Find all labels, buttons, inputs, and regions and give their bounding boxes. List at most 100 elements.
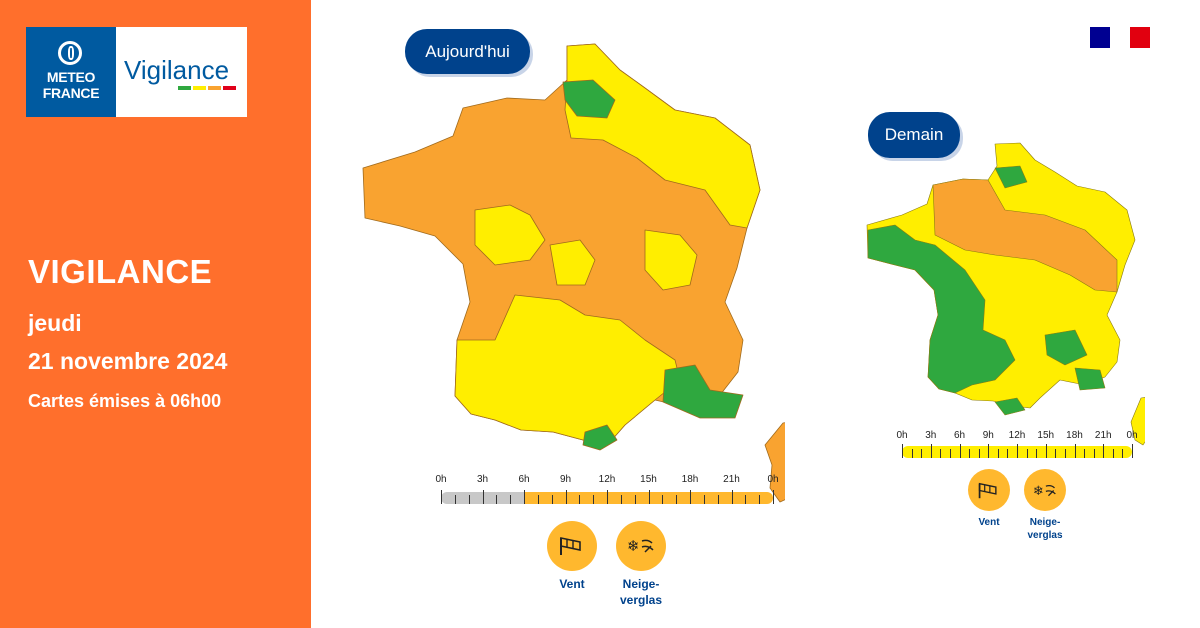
timeline-hour-tick bbox=[745, 495, 747, 504]
tomorrow-corsica bbox=[1130, 397, 1145, 446]
logo-line-2: FRANCE bbox=[42, 85, 100, 101]
today-centre-yellow-zone bbox=[549, 239, 596, 286]
timeline-hour-tick bbox=[468, 495, 470, 504]
today-label: Aujourd'hui bbox=[405, 29, 530, 74]
flag-red bbox=[1130, 27, 1150, 48]
timeline-hour-tick bbox=[1103, 444, 1105, 458]
tomorrow-hazard-snow-ice-label: Neige-verglas bbox=[1027, 517, 1063, 541]
timeline-hour-label: 18h bbox=[1066, 430, 1083, 441]
republique-francaise-flag bbox=[1090, 27, 1150, 48]
timeline-hour-tick bbox=[551, 495, 553, 504]
timeline-hour-label: 3h bbox=[925, 430, 937, 441]
tomorrow-north-orange-zone bbox=[932, 178, 1118, 293]
today-timeline-hours: 0h 3h 6h 9h 12h 15h 18h 21h 0h bbox=[435, 474, 778, 488]
day-label: jeudi bbox=[28, 310, 82, 336]
timeline-hour-tick bbox=[911, 449, 913, 458]
timeline-hour-tick bbox=[510, 495, 512, 504]
timeline-hour-label: 12h bbox=[1008, 430, 1026, 441]
timeline-hour-tick bbox=[1112, 449, 1114, 458]
timeline-hour-tick bbox=[565, 490, 567, 504]
timeline-hour-tick bbox=[930, 444, 932, 458]
timeline-hour-label: 6h bbox=[953, 430, 966, 441]
tomorrow-timeline: 0h 3h 6h 9h 12h 15h 18h 21h 0h bbox=[896, 430, 1138, 462]
timeline-hour-label: 15h bbox=[1037, 430, 1055, 441]
today-hazard-wind-label: Vent bbox=[559, 577, 585, 591]
date-label: 21 novembre 2024 bbox=[28, 348, 228, 374]
timeline-hour-label: 9h bbox=[982, 430, 994, 441]
today-timeline: 0h 3h 6h 9h 12h 15h 18h 21h 0h bbox=[435, 474, 779, 508]
timeline-hour-tick bbox=[969, 449, 971, 458]
timeline-hour-tick bbox=[978, 449, 980, 458]
timeline-hour-label: 0h bbox=[896, 430, 908, 441]
timeline-hour-label: 15h bbox=[640, 474, 657, 485]
tomorrow-west-green-zone bbox=[867, 224, 1016, 394]
today-east-yellow-zone bbox=[644, 229, 698, 291]
logo-bar-red bbox=[223, 86, 236, 90]
svg-text:❄: ❄ bbox=[1033, 483, 1044, 498]
timeline-hour-tick bbox=[593, 495, 595, 504]
timeline-hour-label: 0h bbox=[435, 474, 447, 485]
tomorrow-hazard-snow-ice: ❄ Neige-verglas bbox=[1018, 469, 1072, 542]
timeline-hour-label: 21h bbox=[723, 474, 740, 485]
tomorrow-label: Demain bbox=[868, 112, 960, 158]
timeline-hour-tick bbox=[731, 490, 733, 504]
timeline-hour-label: 0h bbox=[1126, 430, 1138, 441]
today-pyrenees-green-zone bbox=[582, 424, 618, 451]
logo-bar-orange bbox=[208, 86, 221, 90]
timeline-hour-tick bbox=[759, 495, 761, 504]
today-timeline-ticks bbox=[441, 490, 774, 504]
today-southeast-green-zone bbox=[662, 364, 744, 419]
timeline-hour-tick bbox=[1036, 449, 1038, 458]
timeline-hour-tick bbox=[1017, 444, 1018, 458]
timeline-hour-tick bbox=[1132, 444, 1133, 458]
today-hazard-snow-ice-label: Neige-verglas bbox=[619, 577, 663, 607]
flag-blue bbox=[1090, 27, 1110, 48]
meteo-france-vigilance-logo: METEO FRANCE Vigilance bbox=[26, 27, 247, 117]
tomorrow-timeline-hours: 0h 3h 6h 9h 12h 15h 18h 21h 0h bbox=[896, 430, 1137, 444]
wind-icon bbox=[968, 469, 1010, 511]
meteo-france-logo: METEO FRANCE bbox=[26, 27, 116, 117]
timeline-hour-tick bbox=[921, 449, 923, 458]
issued-label: Cartes émises à 06h00 bbox=[28, 391, 222, 411]
today-north-green-zone bbox=[562, 79, 616, 119]
timeline-hour-label: 6h bbox=[518, 474, 530, 485]
tomorrow-north-green-zone bbox=[994, 165, 1028, 189]
timeline-hour-tick bbox=[676, 495, 678, 504]
timeline-hour-label: 9h bbox=[559, 474, 572, 485]
tomorrow-timeline-ticks bbox=[902, 444, 1133, 458]
timeline-hour-tick bbox=[1084, 449, 1086, 458]
timeline-hour-tick bbox=[441, 490, 442, 504]
snow-ice-icon: ❄ bbox=[1024, 469, 1066, 511]
today-hazard-wind: Vent bbox=[540, 521, 604, 593]
timeline-hour-tick bbox=[949, 449, 951, 458]
tomorrow-hazard-wind: Vent bbox=[962, 469, 1016, 529]
timeline-hour-tick bbox=[1007, 449, 1009, 458]
timeline-hour-tick bbox=[1093, 449, 1095, 458]
timeline-hour-tick bbox=[1026, 449, 1028, 458]
timeline-hour-label: 0h bbox=[767, 474, 779, 485]
svg-text:❄: ❄ bbox=[627, 537, 640, 555]
tomorrow-east-green-zone bbox=[1044, 329, 1088, 366]
timeline-hour-tick bbox=[662, 495, 664, 504]
today-south-yellow-zone bbox=[454, 294, 681, 443]
timeline-hour-tick bbox=[1122, 449, 1124, 458]
timeline-hour-tick bbox=[634, 495, 636, 504]
timeline-hour-tick bbox=[454, 495, 456, 504]
today-west-yellow-zone bbox=[474, 204, 546, 266]
timeline-hour-tick bbox=[988, 444, 990, 458]
tomorrow-pyrenees-green-zone bbox=[994, 397, 1026, 416]
timeline-hour-tick bbox=[482, 490, 484, 504]
page-title: VIGILANCE bbox=[28, 253, 213, 290]
timeline-hour-label: 21h bbox=[1094, 430, 1112, 441]
timeline-hour-tick bbox=[648, 490, 650, 504]
timeline-hour-tick bbox=[940, 449, 942, 458]
tomorrow-hazard-wind-label: Vent bbox=[978, 517, 1000, 528]
logo-line-1: METEO bbox=[46, 69, 96, 85]
today-hazard-snow-ice: ❄ Neige-verglas bbox=[608, 521, 674, 608]
logo-color-bars bbox=[178, 86, 236, 90]
timeline-hour-tick bbox=[1055, 449, 1057, 458]
timeline-hour-label: 3h bbox=[476, 474, 489, 485]
timeline-hour-tick bbox=[496, 495, 498, 504]
today-vigilance-map bbox=[362, 43, 785, 503]
timeline-hour-tick bbox=[1074, 444, 1076, 458]
